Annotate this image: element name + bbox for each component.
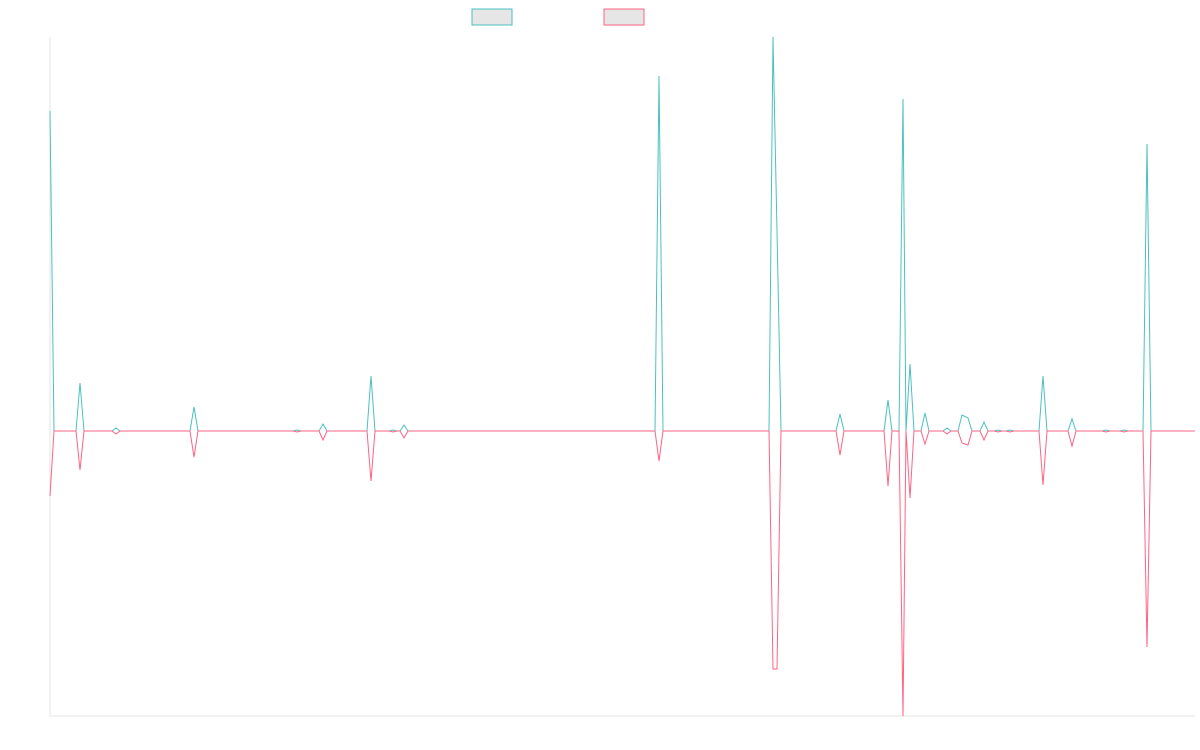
legend-swatch[interactable] xyxy=(471,8,513,26)
series-line xyxy=(49,430,1195,717)
series-line xyxy=(49,36,1195,432)
legend-swatch[interactable] xyxy=(603,8,645,26)
